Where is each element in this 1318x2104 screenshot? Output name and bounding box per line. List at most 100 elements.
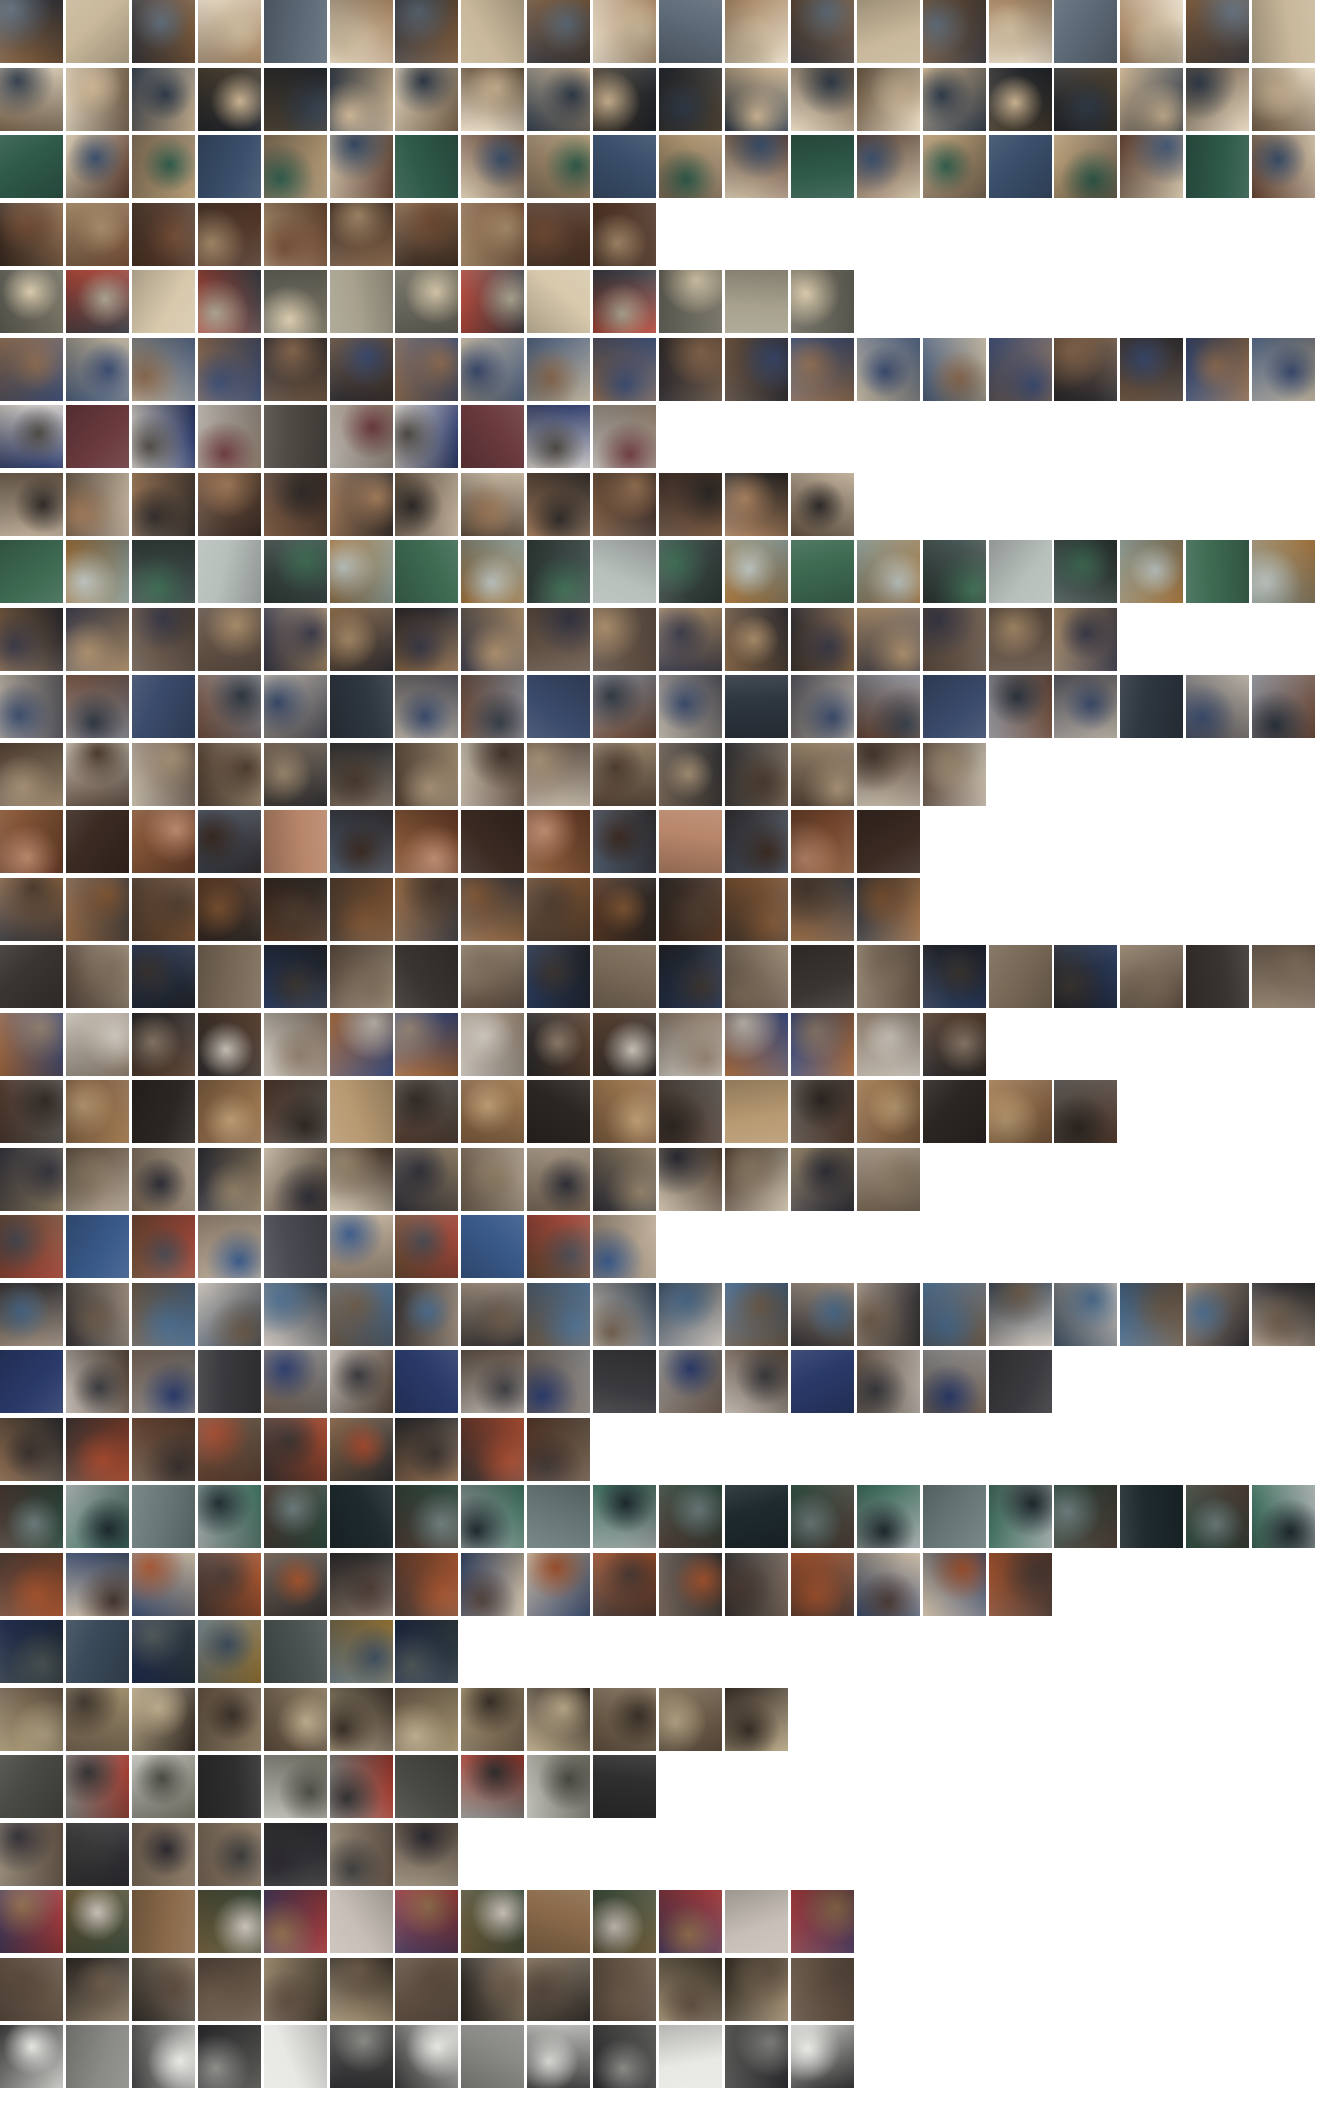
thumbnail-shading bbox=[329, 337, 393, 401]
thumbnail-tile bbox=[197, 540, 261, 603]
thumbnail-tile bbox=[197, 1620, 261, 1683]
thumbnail-tile bbox=[922, 1012, 986, 1076]
thumbnail-shading bbox=[263, 0, 327, 63]
thumbnail-shading bbox=[395, 337, 459, 401]
thumbnail-shading bbox=[461, 1417, 525, 1481]
thumbnail-row bbox=[0, 0, 1318, 63]
thumbnail-tile bbox=[131, 1080, 195, 1143]
thumbnail-shading bbox=[790, 67, 854, 131]
thumbnail-shading bbox=[263, 1417, 327, 1481]
thumbnail-shading bbox=[988, 1282, 1052, 1346]
thumbnail-tile bbox=[593, 877, 657, 941]
thumbnail-tile bbox=[329, 472, 393, 536]
thumbnail-tile bbox=[527, 540, 591, 603]
thumbnail-tile bbox=[659, 1957, 722, 2021]
thumbnail-shading bbox=[724, 67, 788, 131]
thumbnail-shading bbox=[1120, 0, 1184, 63]
thumbnail-tile bbox=[527, 1417, 591, 1481]
thumbnail-tile bbox=[724, 67, 788, 131]
thumbnail-tile bbox=[461, 1417, 525, 1481]
thumbnail-tile bbox=[1054, 1485, 1118, 1548]
thumbnail-tile bbox=[65, 2025, 129, 2088]
thumbnail-shading bbox=[1252, 945, 1316, 1008]
thumbnail-shading bbox=[65, 1890, 129, 1953]
thumbnail-row bbox=[0, 1755, 1318, 1818]
thumbnail-tile bbox=[922, 742, 986, 806]
thumbnail-tile bbox=[856, 67, 920, 131]
thumbnail-tile bbox=[395, 1350, 459, 1413]
thumbnail-shading bbox=[659, 1957, 722, 2021]
thumbnail-shading bbox=[790, 135, 854, 198]
thumbnail-shading bbox=[790, 1957, 854, 2021]
thumbnail-shading bbox=[1054, 945, 1118, 1008]
thumbnail-shading bbox=[0, 607, 63, 671]
thumbnail-tile bbox=[329, 135, 393, 198]
thumbnail-shading bbox=[659, 1485, 722, 1548]
thumbnail-tile bbox=[461, 742, 525, 806]
thumbnail-shading bbox=[65, 540, 129, 603]
thumbnail-shading bbox=[0, 1957, 63, 2021]
thumbnail-shading bbox=[131, 810, 195, 873]
thumbnail-shading bbox=[329, 1552, 393, 1616]
thumbnail-tile bbox=[1054, 67, 1118, 131]
thumbnail-shading bbox=[395, 675, 459, 738]
thumbnail-tile bbox=[329, 1350, 393, 1413]
thumbnail-shading bbox=[65, 1282, 129, 1346]
thumbnail-tile bbox=[922, 0, 986, 63]
thumbnail-shading bbox=[593, 945, 657, 1008]
thumbnail-shading bbox=[922, 0, 986, 63]
thumbnail-shading bbox=[461, 472, 525, 536]
thumbnail-tile bbox=[856, 1350, 920, 1413]
thumbnail-tile bbox=[329, 945, 393, 1008]
thumbnail-tile bbox=[724, 1890, 788, 1953]
thumbnail-shading bbox=[461, 1350, 525, 1413]
thumbnail-tile bbox=[263, 945, 327, 1008]
thumbnail-tile bbox=[790, 540, 854, 603]
thumbnail-tile bbox=[461, 1755, 525, 1818]
thumbnail-shading bbox=[329, 1417, 393, 1481]
thumbnail-tile bbox=[724, 1957, 788, 2021]
thumbnail-shading bbox=[461, 67, 525, 131]
thumbnail-tile bbox=[1120, 337, 1184, 401]
thumbnail-row bbox=[0, 742, 1318, 806]
thumbnail-tile bbox=[790, 1282, 854, 1346]
thumbnail-tile bbox=[593, 1485, 657, 1548]
thumbnail-shading bbox=[922, 67, 986, 131]
thumbnail-tile bbox=[461, 405, 525, 468]
thumbnail-tile bbox=[790, 472, 854, 536]
thumbnail-tile bbox=[329, 1485, 393, 1548]
thumbnail-tile bbox=[1054, 135, 1118, 198]
thumbnail-shading bbox=[131, 405, 195, 468]
thumbnail-shading bbox=[724, 1012, 788, 1076]
thumbnail-tile bbox=[659, 1350, 722, 1413]
thumbnail-shading bbox=[527, 0, 591, 63]
thumbnail-tile bbox=[659, 1890, 722, 1953]
thumbnail-tile bbox=[131, 1755, 195, 1818]
thumbnail-shading bbox=[329, 472, 393, 536]
thumbnail-shading bbox=[0, 1215, 63, 1278]
thumbnail-tile bbox=[197, 1012, 261, 1076]
thumbnail-tile bbox=[329, 1957, 393, 2021]
thumbnail-shading bbox=[395, 1620, 459, 1683]
thumbnail-shading bbox=[0, 1822, 63, 1886]
thumbnail-tile bbox=[395, 472, 459, 536]
thumbnail-shading bbox=[395, 1822, 459, 1886]
thumbnail-shading bbox=[856, 1080, 920, 1143]
thumbnail-shading bbox=[461, 1282, 525, 1346]
thumbnail-tile bbox=[461, 1080, 525, 1143]
thumbnail-shading bbox=[329, 810, 393, 873]
thumbnail-shading bbox=[197, 1012, 261, 1076]
thumbnail-tile bbox=[724, 1350, 788, 1413]
thumbnail-tile bbox=[856, 0, 920, 63]
thumbnail-shading bbox=[527, 1012, 591, 1076]
thumbnail-shading bbox=[724, 2025, 788, 2088]
thumbnail-row bbox=[0, 607, 1318, 671]
thumbnail-shading bbox=[131, 1687, 195, 1751]
thumbnail-shading bbox=[856, 1282, 920, 1346]
thumbnail-tile bbox=[65, 1080, 129, 1143]
thumbnail-shading bbox=[659, 742, 722, 806]
thumbnail-tile bbox=[329, 1687, 393, 1751]
thumbnail-shading bbox=[263, 1282, 327, 1346]
thumbnail-shading bbox=[527, 742, 591, 806]
thumbnail-shading bbox=[197, 337, 261, 401]
